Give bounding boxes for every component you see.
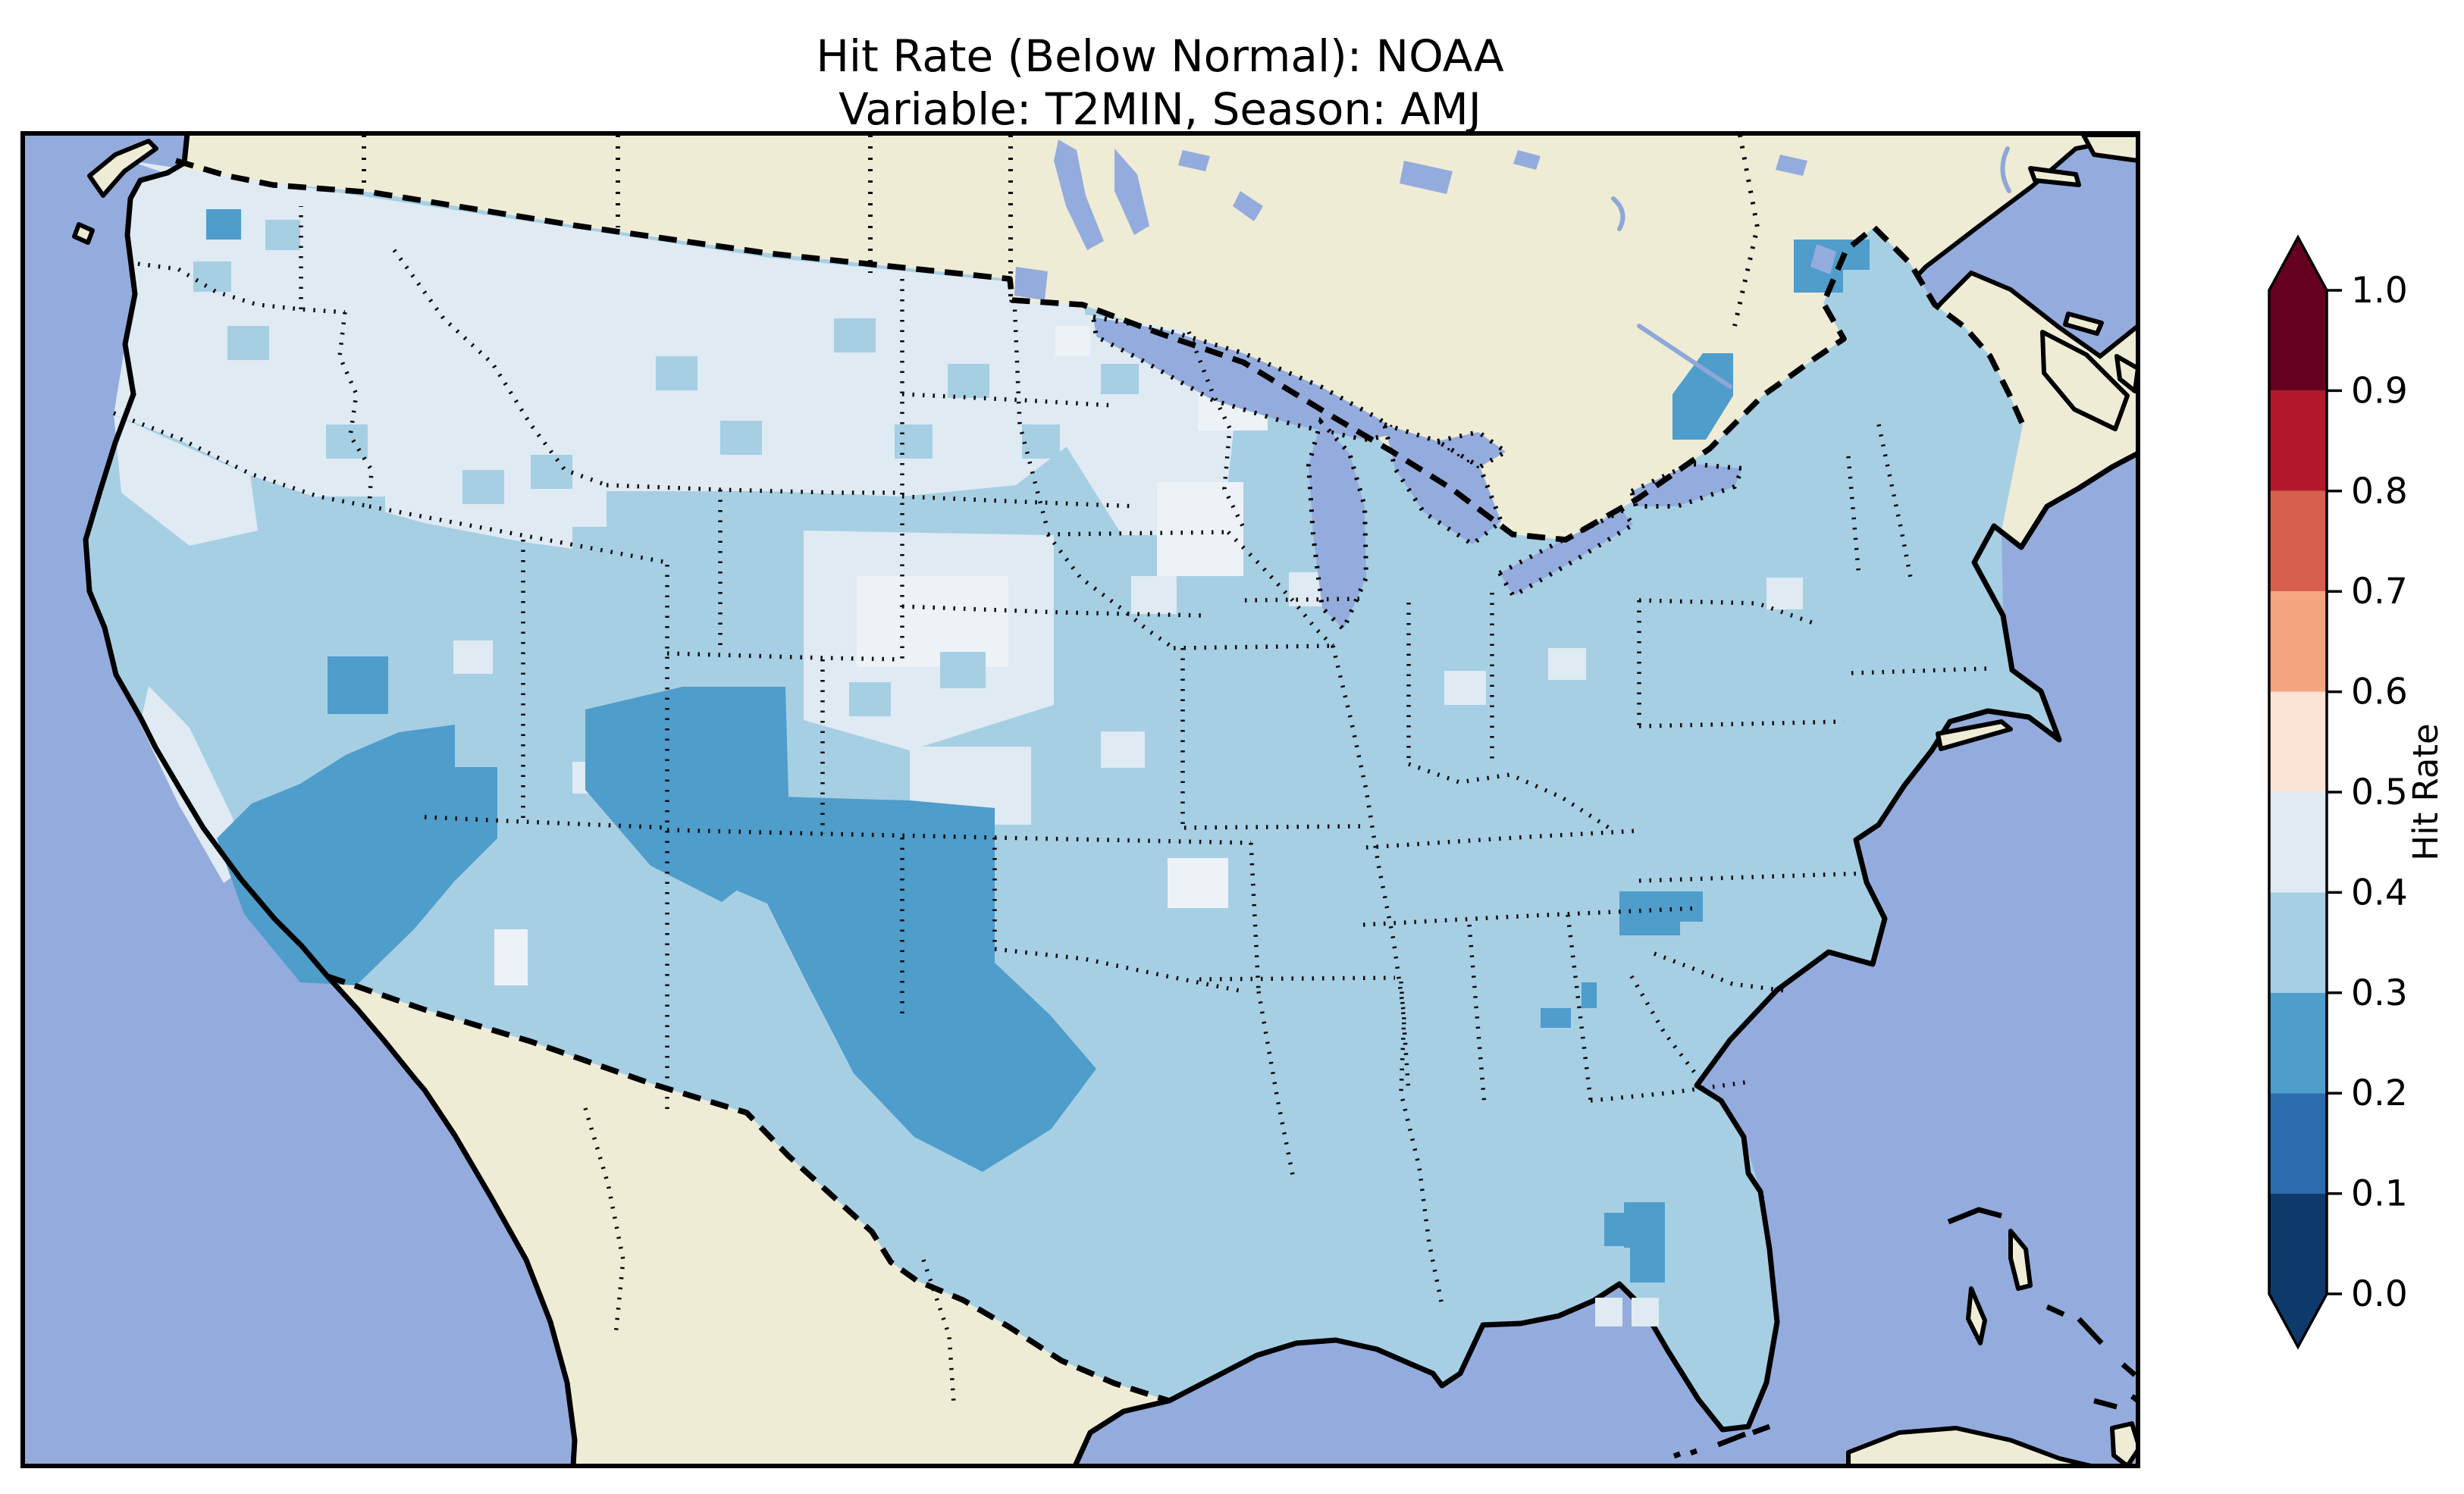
- anticosti-island: [2028, 166, 2081, 187]
- newfoundland-corner: [2081, 136, 2136, 163]
- tick-label: 0.2: [2351, 1073, 2408, 1114]
- colorbar-tick-labels: 1.0 0.9 0.8 0.7 0.6 0.5 0.4 0.3 0.2 0.1 …: [2351, 270, 2408, 1315]
- lake-ontario: [1629, 461, 1746, 509]
- state-borders: [113, 206, 1989, 1405]
- nova-scotia: [2040, 330, 2130, 431]
- colorbar-segment: [2269, 290, 2327, 391]
- colorbar-segment: [2269, 490, 2327, 592]
- map-canvas: [25, 136, 2136, 1464]
- lake-michigan: [1306, 416, 1369, 634]
- colorbar-segment: [2269, 691, 2327, 792]
- bahamas: [2008, 1229, 2033, 1291]
- georgian-bay: [1431, 429, 1510, 470]
- cuba: [1846, 1426, 2092, 1464]
- page-title-line2: Variable: T2MIN, Season: AMJ: [839, 83, 1481, 135]
- page-title-line1: Hit Rate (Below Normal): NOAA: [816, 30, 1504, 82]
- rivers: [1611, 146, 2011, 389]
- cape-breton: [2114, 354, 2136, 393]
- colorbar-segment: [2269, 792, 2327, 893]
- canada-lakes: [1014, 139, 1836, 300]
- colorbar-segment: [2269, 1093, 2327, 1194]
- colorbar-ticks: [2327, 289, 2342, 1295]
- colorbar-segment: [2269, 1193, 2327, 1294]
- islands: [72, 136, 2136, 1464]
- us-canada-border: [174, 158, 2026, 543]
- tick-label: 0.0: [2351, 1273, 2408, 1315]
- hitrate-patches-lightest: [494, 326, 1268, 985]
- tick-label: 0.8: [2351, 471, 2408, 512]
- international-borders: [174, 158, 2026, 1404]
- tick-label: 0.9: [2351, 370, 2408, 412]
- tick-label: 0.7: [2351, 571, 2408, 612]
- coastline: [83, 136, 2136, 1464]
- hitrate-speckles-medium: [193, 220, 1139, 716]
- tick-label: 0.4: [2351, 872, 2408, 913]
- tick-label: 1.0: [2351, 270, 2408, 312]
- florida-keys: [1672, 1424, 1771, 1459]
- tick-label: 0.3: [2351, 973, 2408, 1014]
- map-frame: [20, 131, 2140, 1468]
- colorbar-segment: [2269, 892, 2327, 993]
- prince-edward-island: [2063, 312, 2104, 336]
- province-borders: [362, 136, 1760, 327]
- offshore-data-cells: [1595, 1298, 1659, 1326]
- tick-label: 0.5: [2351, 772, 2408, 813]
- us-mexico-border: [326, 973, 1171, 1404]
- tick-label: 0.6: [2351, 672, 2408, 713]
- colorbar-segment: [2269, 390, 2327, 491]
- colorbar: 1.0 0.9 0.8 0.7 0.6 0.5 0.4 0.3 0.2 0.1 …: [2268, 234, 2446, 1350]
- colorbar-segment: [2269, 591, 2327, 692]
- colorbar-arrow-bottom: [2269, 1294, 2327, 1347]
- colorbar-segment: [2269, 992, 2327, 1094]
- lake-erie: [1496, 508, 1637, 600]
- hitrate-patches-dark: [206, 209, 1870, 1283]
- vancouver-island: [87, 139, 158, 198]
- long-island: [1936, 719, 2013, 751]
- colorbar-axis-label: Hit Rate: [2406, 723, 2446, 860]
- tick-label: 0.1: [2351, 1173, 2408, 1215]
- colorbar-arrow-top: [2269, 237, 2327, 290]
